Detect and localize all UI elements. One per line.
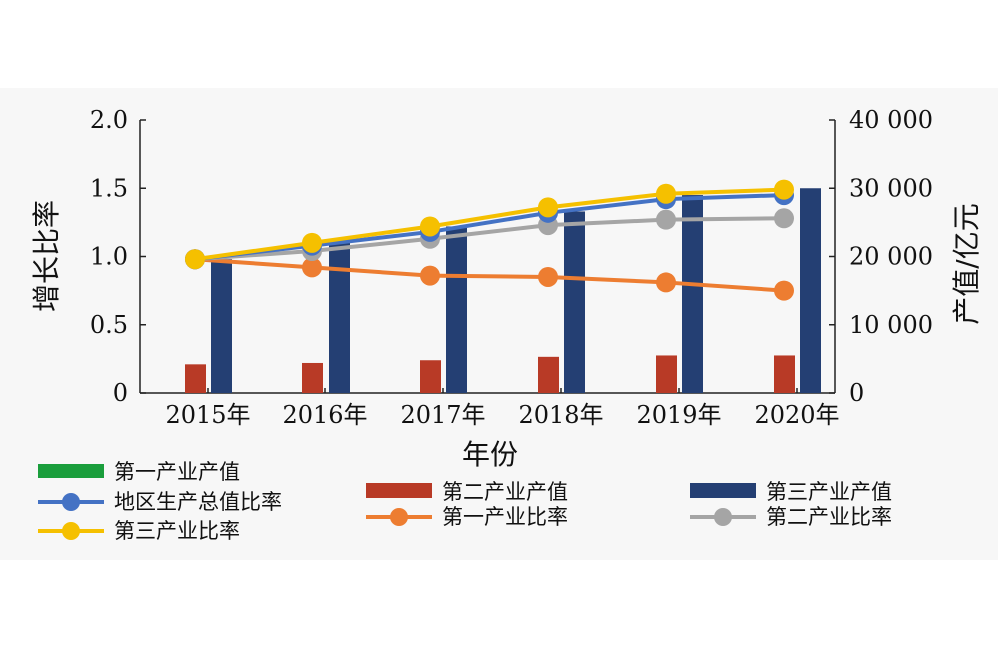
legend-label-tertiary-industry-output: 第三产业产值 xyxy=(766,480,892,504)
line-gdp-ratio xyxy=(194,193,785,262)
bar-secondary-industry-output xyxy=(185,364,206,393)
legend-item-primary-ratio: 第一产业比率 xyxy=(366,505,568,529)
legend-item-secondary-industry-output: 第二产业产值 xyxy=(366,480,568,504)
bar-tertiary-industry-output xyxy=(446,226,467,393)
bar-tertiary-industry-output xyxy=(682,195,703,393)
point-primary-ratio xyxy=(656,272,676,293)
x-tick-label: 2015年 xyxy=(165,401,250,429)
bar-secondary-industry-output xyxy=(538,356,559,393)
x-tick-label: 2016年 xyxy=(282,401,367,429)
legend-swatch-tertiary-industry-output xyxy=(690,483,756,498)
legend-marker-primary-ratio xyxy=(390,508,408,526)
legend-label-secondary-industry-output: 第二产业产值 xyxy=(442,480,568,504)
y-right-tick-label: 40 000 xyxy=(849,106,933,134)
axes xyxy=(139,119,836,394)
point-primary-ratio xyxy=(420,265,440,286)
x-tick-label: 2020年 xyxy=(754,401,839,429)
y-tick-labels: 0 0.5 1.0 1.5 2.0 0 10 000 20 000 30 000 40 000 xyxy=(90,106,933,407)
x-tick-label: 2017年 xyxy=(400,401,485,429)
y-axis-left-title: 增长比率 xyxy=(30,200,63,312)
y-left-tick-label: 2.0 xyxy=(90,106,128,134)
bars xyxy=(185,188,821,393)
x-tick-label: 2019年 xyxy=(636,401,721,429)
point-secondary-ratio xyxy=(656,209,676,230)
point-primary-ratio xyxy=(302,257,322,278)
point-tertiary-ratio xyxy=(656,183,676,204)
legend-label-gdp-ratio: 地区生产总值比率 xyxy=(114,490,282,514)
bar-tertiary-industry-output xyxy=(564,211,585,393)
point-primary-ratio xyxy=(774,280,794,301)
legend: 第一产业产值 地区生产总值比率 第三产业比率 第二产业产值 第一产业比率 第三产… xyxy=(38,460,892,543)
bar-tertiary-industry-output xyxy=(329,242,350,393)
legend-label-primary-ratio: 第一产业比率 xyxy=(442,505,568,529)
bar-secondary-industry-output xyxy=(774,355,795,393)
legend-marker-gdp-ratio xyxy=(62,493,80,511)
legend-item-primary-industry-output: 第一产业产值 xyxy=(38,460,240,484)
bar-tertiary-industry-output xyxy=(211,259,232,393)
legend-swatch-secondary-industry-output xyxy=(366,483,432,498)
line-primary-ratio xyxy=(194,257,785,293)
y-left-tick-label: 1.0 xyxy=(90,243,128,271)
x-tick-labels: 2015年 2016年 2017年 2018年 2019年 2020年 xyxy=(165,401,839,429)
point-primary-ratio xyxy=(538,266,558,287)
legend-item-tertiary-ratio: 第三产业比率 xyxy=(38,519,240,543)
x-axis-title: 年份 xyxy=(462,438,518,471)
y-left-tick-label: 0 xyxy=(113,379,128,407)
bar-tertiary-industry-output xyxy=(800,188,821,393)
bar-secondary-industry-output xyxy=(420,360,441,393)
point-tertiary-ratio xyxy=(302,232,322,253)
y-left-tick-label: 0.5 xyxy=(90,311,128,339)
lines xyxy=(185,179,794,301)
legend-label-secondary-ratio: 第二产业比率 xyxy=(766,505,892,529)
point-secondary-ratio xyxy=(774,208,794,229)
legend-item-tertiary-industry-output: 第三产业产值 xyxy=(690,480,892,504)
point-tertiary-ratio xyxy=(538,197,558,218)
y-left-tick-label: 1.5 xyxy=(90,174,128,202)
line-secondary-ratio xyxy=(194,216,785,262)
bar-secondary-industry-output xyxy=(302,362,323,393)
legend-item-gdp-ratio: 地区生产总值比率 xyxy=(38,490,282,514)
point-tertiary-ratio xyxy=(185,249,205,270)
bar-secondary-industry-output xyxy=(656,355,677,393)
point-tertiary-ratio xyxy=(774,179,794,200)
legend-label-tertiary-ratio: 第三产业比率 xyxy=(114,519,240,543)
legend-item-secondary-ratio: 第二产业比率 xyxy=(690,505,892,529)
y-right-tick-label: 0 xyxy=(849,379,864,407)
point-tertiary-ratio xyxy=(420,216,440,237)
x-tick-label: 2018年 xyxy=(518,401,603,429)
legend-label-primary-industry-output: 第一产业产值 xyxy=(114,460,240,484)
y-right-tick-label: 20 000 xyxy=(849,243,933,271)
y-axis-right-title: 产值/亿元 xyxy=(950,203,983,324)
legend-marker-tertiary-ratio xyxy=(62,522,80,540)
y-right-tick-label: 30 000 xyxy=(849,174,933,202)
legend-marker-secondary-ratio xyxy=(714,508,732,526)
y-right-tick-label: 10 000 xyxy=(849,311,933,339)
line-tertiary-ratio xyxy=(194,187,785,262)
legend-swatch-primary-industry-output xyxy=(38,464,104,478)
